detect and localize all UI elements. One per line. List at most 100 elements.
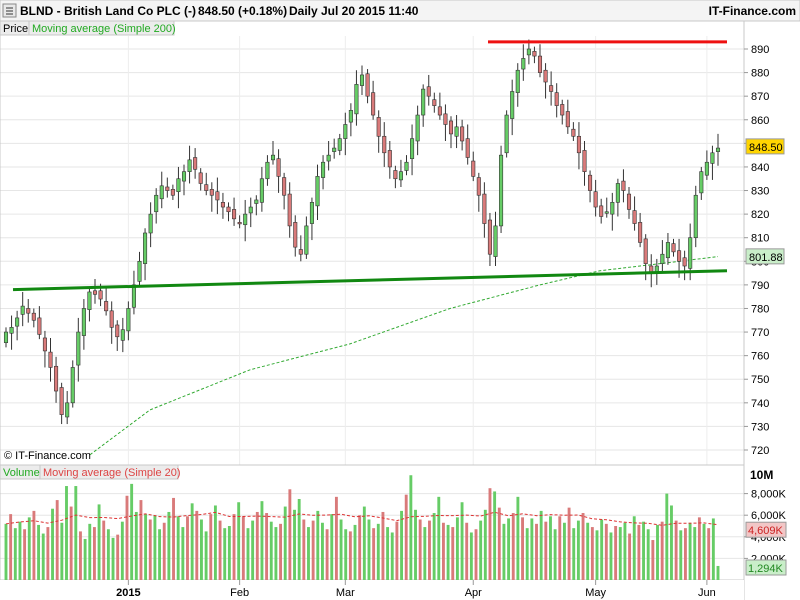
volume-bar: [544, 521, 548, 580]
volume-bar: [74, 486, 78, 580]
candle-body: [376, 117, 381, 137]
candle-body: [677, 250, 682, 262]
volume-bar: [558, 516, 562, 580]
volume-bar: [46, 527, 50, 580]
volume-bar: [716, 565, 720, 580]
candle-body: [181, 171, 187, 182]
candle-body: [510, 91, 515, 119]
candle-body: [3, 331, 9, 343]
candle-body: [321, 161, 326, 178]
candle-body: [693, 194, 698, 239]
volume-bar: [293, 509, 296, 580]
volume-bar: [446, 524, 450, 580]
candle-body: [254, 199, 259, 204]
volume-bar: [670, 505, 673, 580]
candle-body: [626, 193, 632, 210]
volume-bar: [441, 522, 445, 580]
volume-bar: [65, 486, 68, 580]
volume-bar: [618, 527, 622, 580]
volume-bar: [358, 515, 362, 580]
volume-bar: [409, 475, 413, 580]
candle-body: [42, 337, 47, 352]
volume-bar: [507, 518, 511, 580]
price-label: Price: [3, 23, 28, 35]
volume-bar: [707, 528, 711, 580]
volume-bar: [423, 527, 427, 580]
volume-bar: [190, 503, 194, 580]
volume-bar: [683, 528, 687, 580]
volume-bar: [404, 494, 408, 580]
price-tick-label: 890: [751, 44, 769, 56]
candle-body: [554, 92, 559, 106]
candle-body: [493, 225, 498, 257]
candle-body: [482, 193, 487, 224]
candle-body: [20, 305, 25, 315]
volume-bar: [316, 510, 320, 580]
volume-bar: [195, 510, 199, 580]
volume-bar: [418, 519, 422, 580]
volume-bar: [651, 540, 655, 580]
volume-bar: [200, 519, 203, 580]
candle-body: [220, 202, 225, 208]
volume-bar: [488, 488, 492, 580]
volume-bar: [400, 510, 403, 580]
volume-bar: [549, 516, 552, 580]
volume-bar: [311, 520, 315, 580]
candle-body: [92, 290, 98, 295]
ma20-label: Moving average (Simple 20): [43, 467, 181, 479]
volume-label: Volume: [3, 467, 40, 479]
candle-body: [537, 55, 543, 73]
candle-body: [532, 51, 537, 57]
volume-bar: [265, 513, 269, 580]
volume-bar: [274, 527, 278, 580]
candle-body: [209, 189, 214, 196]
header-menu-icon[interactable]: [2, 3, 17, 18]
candle-body: [499, 154, 504, 227]
volume-bar: [23, 529, 27, 580]
volume-bar: [539, 510, 543, 580]
price-tick-label: 870: [751, 91, 769, 103]
candle-body: [343, 124, 348, 139]
price-tick-label: 760: [751, 351, 769, 363]
candle-body: [465, 138, 470, 158]
candle-body: [204, 184, 209, 191]
ma200-badge: [745, 248, 785, 265]
candle-body: [215, 191, 220, 201]
candle-body: [588, 174, 593, 191]
candle-body: [426, 86, 431, 97]
last-price-badge: [745, 138, 785, 155]
volume-bar: [628, 533, 632, 580]
candle-body: [187, 159, 192, 172]
candle-body: [632, 210, 637, 224]
candle-body: [243, 213, 248, 226]
candle-body: [515, 69, 520, 93]
volume-last-badge-label: 1,294K: [748, 563, 784, 575]
volume-bar: [362, 506, 366, 580]
ma200-line: [89, 256, 719, 456]
volume-bar: [213, 505, 217, 580]
volume-tick-label: 6,000K: [751, 510, 787, 522]
header-brand: IT-Finance.com: [709, 4, 796, 18]
candle-body: [359, 74, 365, 86]
candle-body: [437, 106, 442, 116]
candle-body: [9, 327, 14, 334]
volume-bar: [102, 520, 106, 580]
candle-body: [276, 158, 281, 177]
price-tick-label: 880: [751, 68, 769, 80]
volume-bar: [432, 513, 436, 580]
candle-body: [270, 154, 276, 161]
volume-ma20-path: [5, 511, 719, 526]
candle-body: [576, 135, 581, 154]
axis-badges: 848.50 801.88: [745, 138, 785, 265]
watermark: © IT-Finance.com: [4, 450, 91, 462]
candle-body: [487, 219, 492, 255]
candle-body: [565, 111, 570, 128]
volume-bar: [530, 518, 534, 580]
volume-bar: [106, 529, 110, 580]
candle-body: [165, 186, 170, 191]
volume-bar: [167, 511, 171, 580]
volume-bar: [18, 521, 22, 580]
candle-body: [154, 194, 159, 213]
